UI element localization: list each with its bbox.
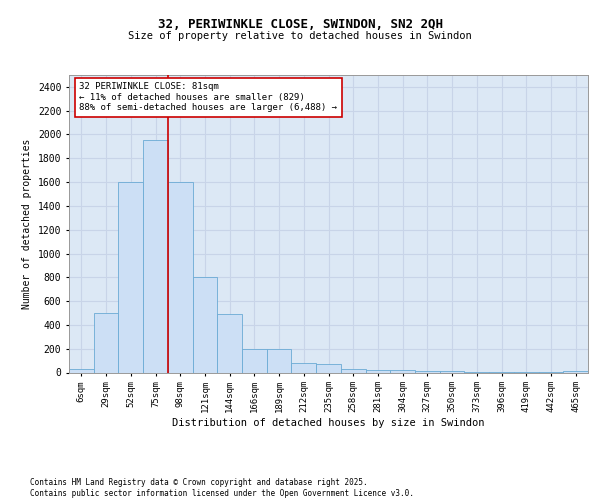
Y-axis label: Number of detached properties: Number of detached properties: [22, 138, 32, 309]
Bar: [267, 350, 292, 372]
Text: Contains HM Land Registry data © Crown copyright and database right 2025.
Contai: Contains HM Land Registry data © Crown c…: [30, 478, 414, 498]
Text: 32, PERIWINKLE CLOSE, SWINDON, SN2 2QH: 32, PERIWINKLE CLOSE, SWINDON, SN2 2QH: [157, 18, 443, 30]
Bar: [365, 370, 390, 372]
Bar: [390, 370, 415, 372]
X-axis label: Distribution of detached houses by size in Swindon: Distribution of detached houses by size …: [172, 418, 485, 428]
Bar: [143, 140, 168, 372]
Bar: [292, 363, 316, 372]
Bar: [94, 313, 118, 372]
Bar: [341, 369, 365, 372]
Bar: [242, 348, 267, 372]
Text: 32 PERIWINKLE CLOSE: 81sqm
← 11% of detached houses are smaller (829)
88% of sem: 32 PERIWINKLE CLOSE: 81sqm ← 11% of deta…: [79, 82, 337, 112]
Bar: [69, 369, 94, 372]
Bar: [168, 182, 193, 372]
Bar: [316, 364, 341, 372]
Bar: [118, 182, 143, 372]
Bar: [217, 314, 242, 372]
Bar: [415, 370, 440, 372]
Text: Size of property relative to detached houses in Swindon: Size of property relative to detached ho…: [128, 31, 472, 41]
Bar: [193, 278, 217, 372]
